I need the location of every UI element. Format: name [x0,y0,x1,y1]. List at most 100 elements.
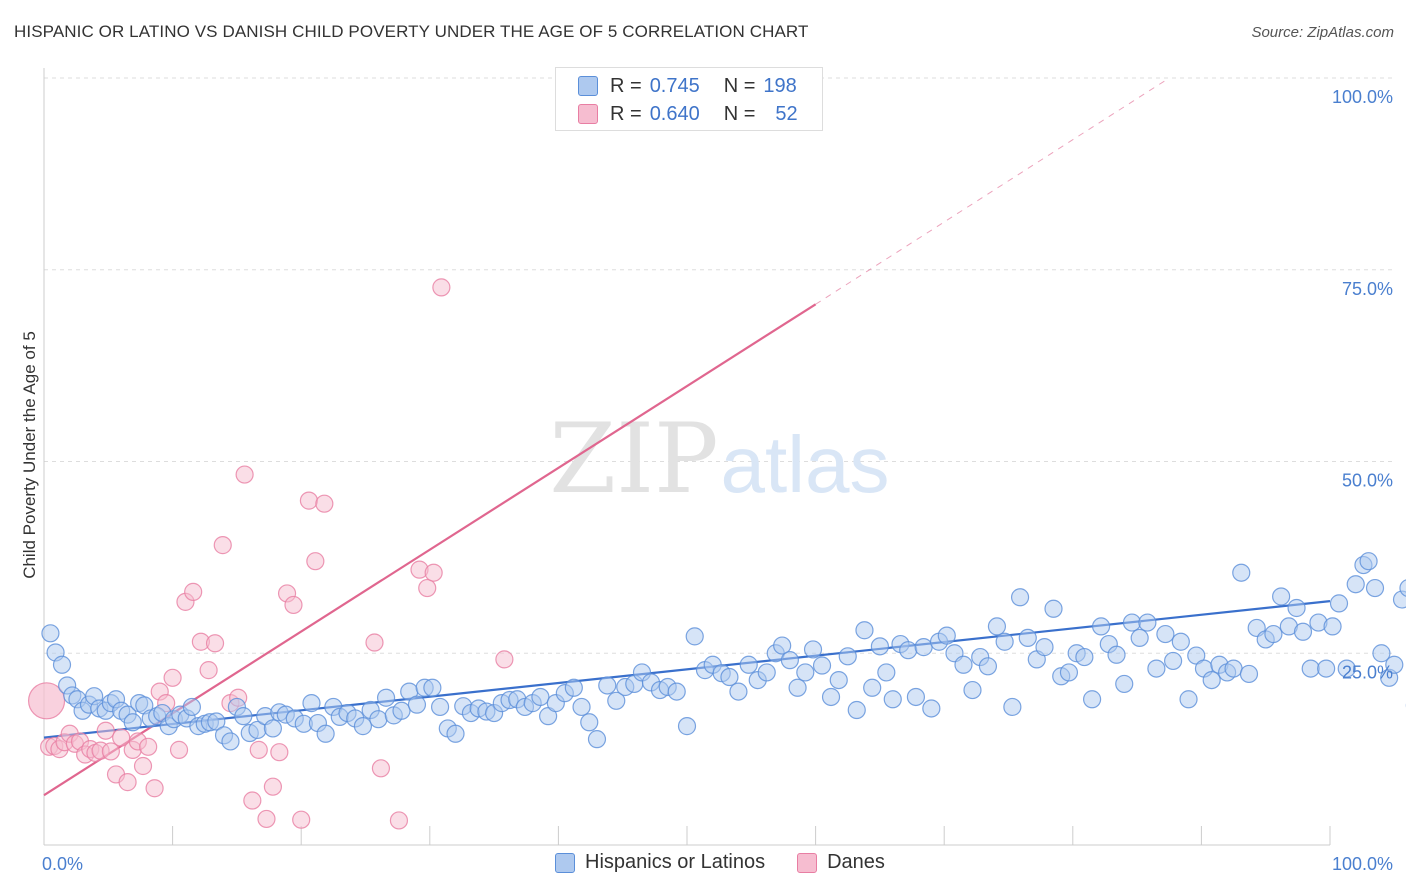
hispanics-point [1385,655,1404,674]
hispanics-point [376,688,396,707]
hispanics-point [1147,659,1166,678]
danes-point [199,661,218,680]
danes-point [235,465,254,484]
hispanics-point [587,730,607,749]
danes-point [418,578,437,598]
hispanics-point [987,617,1007,636]
danes-point [365,633,384,652]
danes-point [432,278,451,297]
danes-point [101,742,120,761]
y-axis-label: Child Poverty Under the Age of 5 [20,331,39,579]
hispanics-point [407,695,427,714]
danes-point [292,810,311,829]
hispanics-point [685,627,704,646]
danes-point [243,791,262,810]
hispanics-point [263,719,283,738]
hispanics-point [780,651,799,670]
hispanics-point [1301,659,1320,678]
hispanics-point [1337,659,1356,678]
danes-trend-extension [815,77,1170,305]
y-tick-label: 75.0% [1342,279,1393,299]
hispanics-point [788,678,807,697]
hispanics-point [863,678,882,697]
series-swatch-danes [797,852,818,873]
hispanics-point [1003,697,1022,717]
hispanics-point [847,700,866,720]
hispanics-point [1010,588,1030,607]
y-tick-label: 100.0% [1332,87,1393,107]
hispanics-point [1317,659,1336,678]
legend-row-danes: R = 0.640 N = 52 [556,100,798,128]
hispanics-point [1202,670,1221,690]
danes-point [249,740,268,759]
danes-point [270,743,289,762]
danes-point [424,563,443,582]
hispanics-point [720,667,739,687]
hispanics-point [1122,613,1142,632]
hispanics-point [1044,599,1063,618]
legend-n-value: 52 [775,102,798,125]
hispanics-point [1293,622,1313,641]
hispanics-point [739,655,758,674]
hispanics-point [123,713,142,732]
hispanics-point [1399,579,1406,597]
hispanics-point [821,687,841,707]
danes-point [389,811,409,830]
hispanics-point [580,713,599,732]
danes-point [299,491,319,510]
danes-point [213,536,232,555]
danes-point [263,777,283,796]
hispanics-point [803,640,823,659]
legend-swatch-pink [578,104,598,124]
series-swatch-hispanics [555,852,575,873]
hispanics-point [1239,664,1259,684]
watermark-zip: ZIP [549,403,718,515]
hispanics-point [1329,594,1349,613]
hispanics-point [564,678,583,697]
hispanics-point [1018,628,1037,648]
hispanics-point [1179,690,1198,709]
hispanics-point [937,626,956,645]
hispanics-point [1365,578,1385,598]
hispanics-point [667,682,686,701]
hispanics-point [1059,663,1079,682]
hispanics-point [1091,617,1111,636]
chart-source: Source: ZipAtlas.com [1251,24,1394,41]
hispanics-point [954,655,973,674]
hispanics-point [1115,674,1134,694]
legend-r-label: R = [610,74,642,97]
legend-n-label: N = [723,102,756,125]
danes-point [184,582,203,601]
hispanics-point [922,699,941,718]
hispanics-point [1224,659,1243,678]
danes-point [27,682,66,720]
hispanics-point [757,663,776,682]
hispanics-point [221,732,240,751]
hispanics-point [423,678,442,697]
danes-point [169,740,189,759]
legend-n-value: 198 [763,74,797,97]
danes-point [306,552,325,571]
danes-point [284,595,303,615]
danes-point [257,809,276,829]
hispanics-point [1346,575,1365,594]
danes-point [163,668,182,687]
hispanics-point [1359,552,1378,571]
hispanics-points [41,552,1406,751]
legend-swatch-blue [578,76,598,96]
legend-n-label: N = [723,74,756,97]
hispanics-point [829,670,848,690]
hispanics-point [978,657,998,676]
hispanics-point [729,682,748,701]
hispanics-point [838,647,857,666]
hispanics-point [207,712,226,731]
hispanics-point [1264,624,1283,644]
y-tick-label: 25.0% [1342,662,1393,682]
danes-point [133,756,153,776]
hispanics-point [572,697,591,717]
danes-point [139,737,158,756]
hispanics-point [607,691,626,710]
hispanics-point [234,707,253,726]
hispanics-point [1107,645,1126,664]
